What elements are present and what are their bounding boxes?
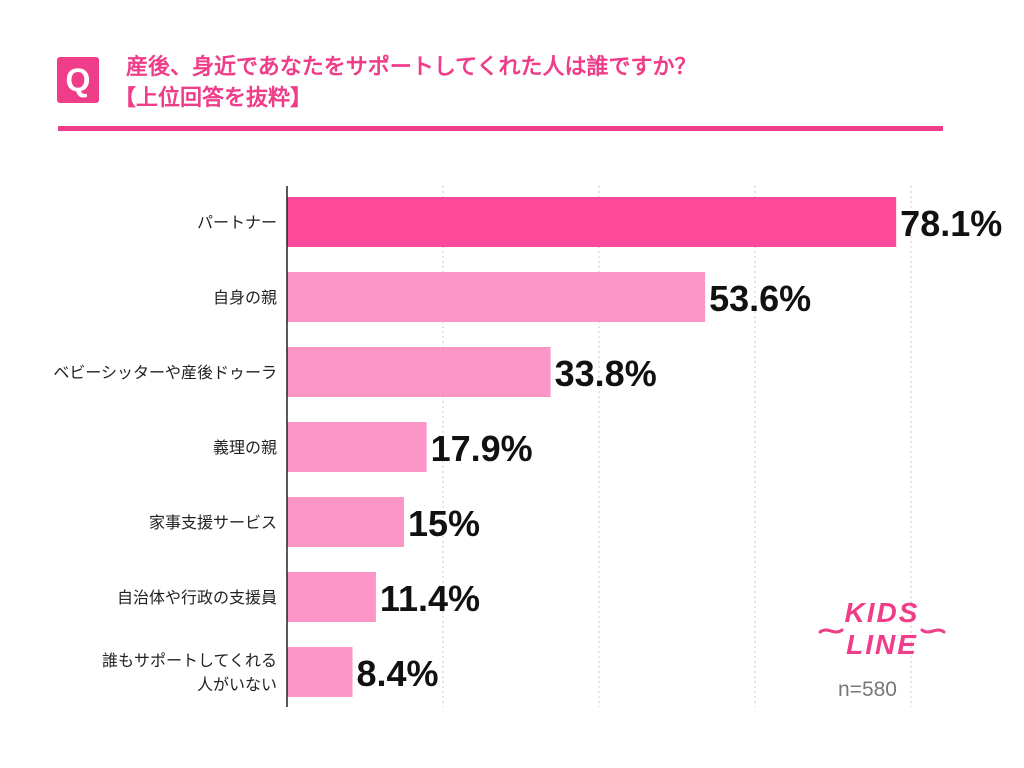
- question-title: 産後、身近であなたをサポートしてくれた人は誰ですか？ 【上位回答を抜粋】: [114, 52, 697, 114]
- bar: [287, 422, 427, 472]
- bar-value-label: 15%: [408, 503, 480, 544]
- bar: [287, 347, 551, 397]
- question-badge: Q: [57, 57, 99, 103]
- category-label: パートナー: [197, 213, 277, 232]
- category-label: 義理の親: [213, 438, 277, 457]
- bar: [287, 272, 706, 322]
- category-label: 自身の親: [213, 288, 277, 307]
- bar-value-label: 78.1%: [900, 203, 1002, 244]
- category-label: ベビーシッターや産後ドゥーラ: [53, 363, 277, 382]
- bar-value-label: 11.4%: [380, 578, 480, 619]
- sample-size-label: n=580: [838, 678, 897, 701]
- bar-value-label: 17.9%: [431, 428, 533, 469]
- bar: [287, 647, 353, 697]
- question-badge-letter: Q: [65, 61, 91, 98]
- bar: [287, 572, 376, 622]
- bar-value-label: 33.8%: [555, 353, 657, 394]
- bar-value-label: 53.6%: [709, 278, 811, 319]
- category-label: 誰もサポートしてくれる: [102, 651, 277, 670]
- question-title-line1: 産後、身近であなたをサポートしてくれた人は誰ですか？: [126, 55, 697, 80]
- bar: [287, 197, 897, 247]
- category-label: 自治体や行政の支援員: [117, 588, 277, 607]
- bar-value-label: 8.4%: [357, 653, 439, 694]
- question-title-line2: 【上位回答を抜粋】: [114, 86, 313, 111]
- category-label: 家事支援サービス: [149, 513, 277, 532]
- bar: [287, 497, 404, 547]
- category-label: 人がいない: [197, 675, 277, 694]
- logo-text-line1: KIDS: [845, 597, 920, 628]
- title-underline: [58, 126, 943, 131]
- kidsline-logo: KIDS LINE: [818, 597, 946, 660]
- logo-text-line2: LINE: [846, 629, 918, 660]
